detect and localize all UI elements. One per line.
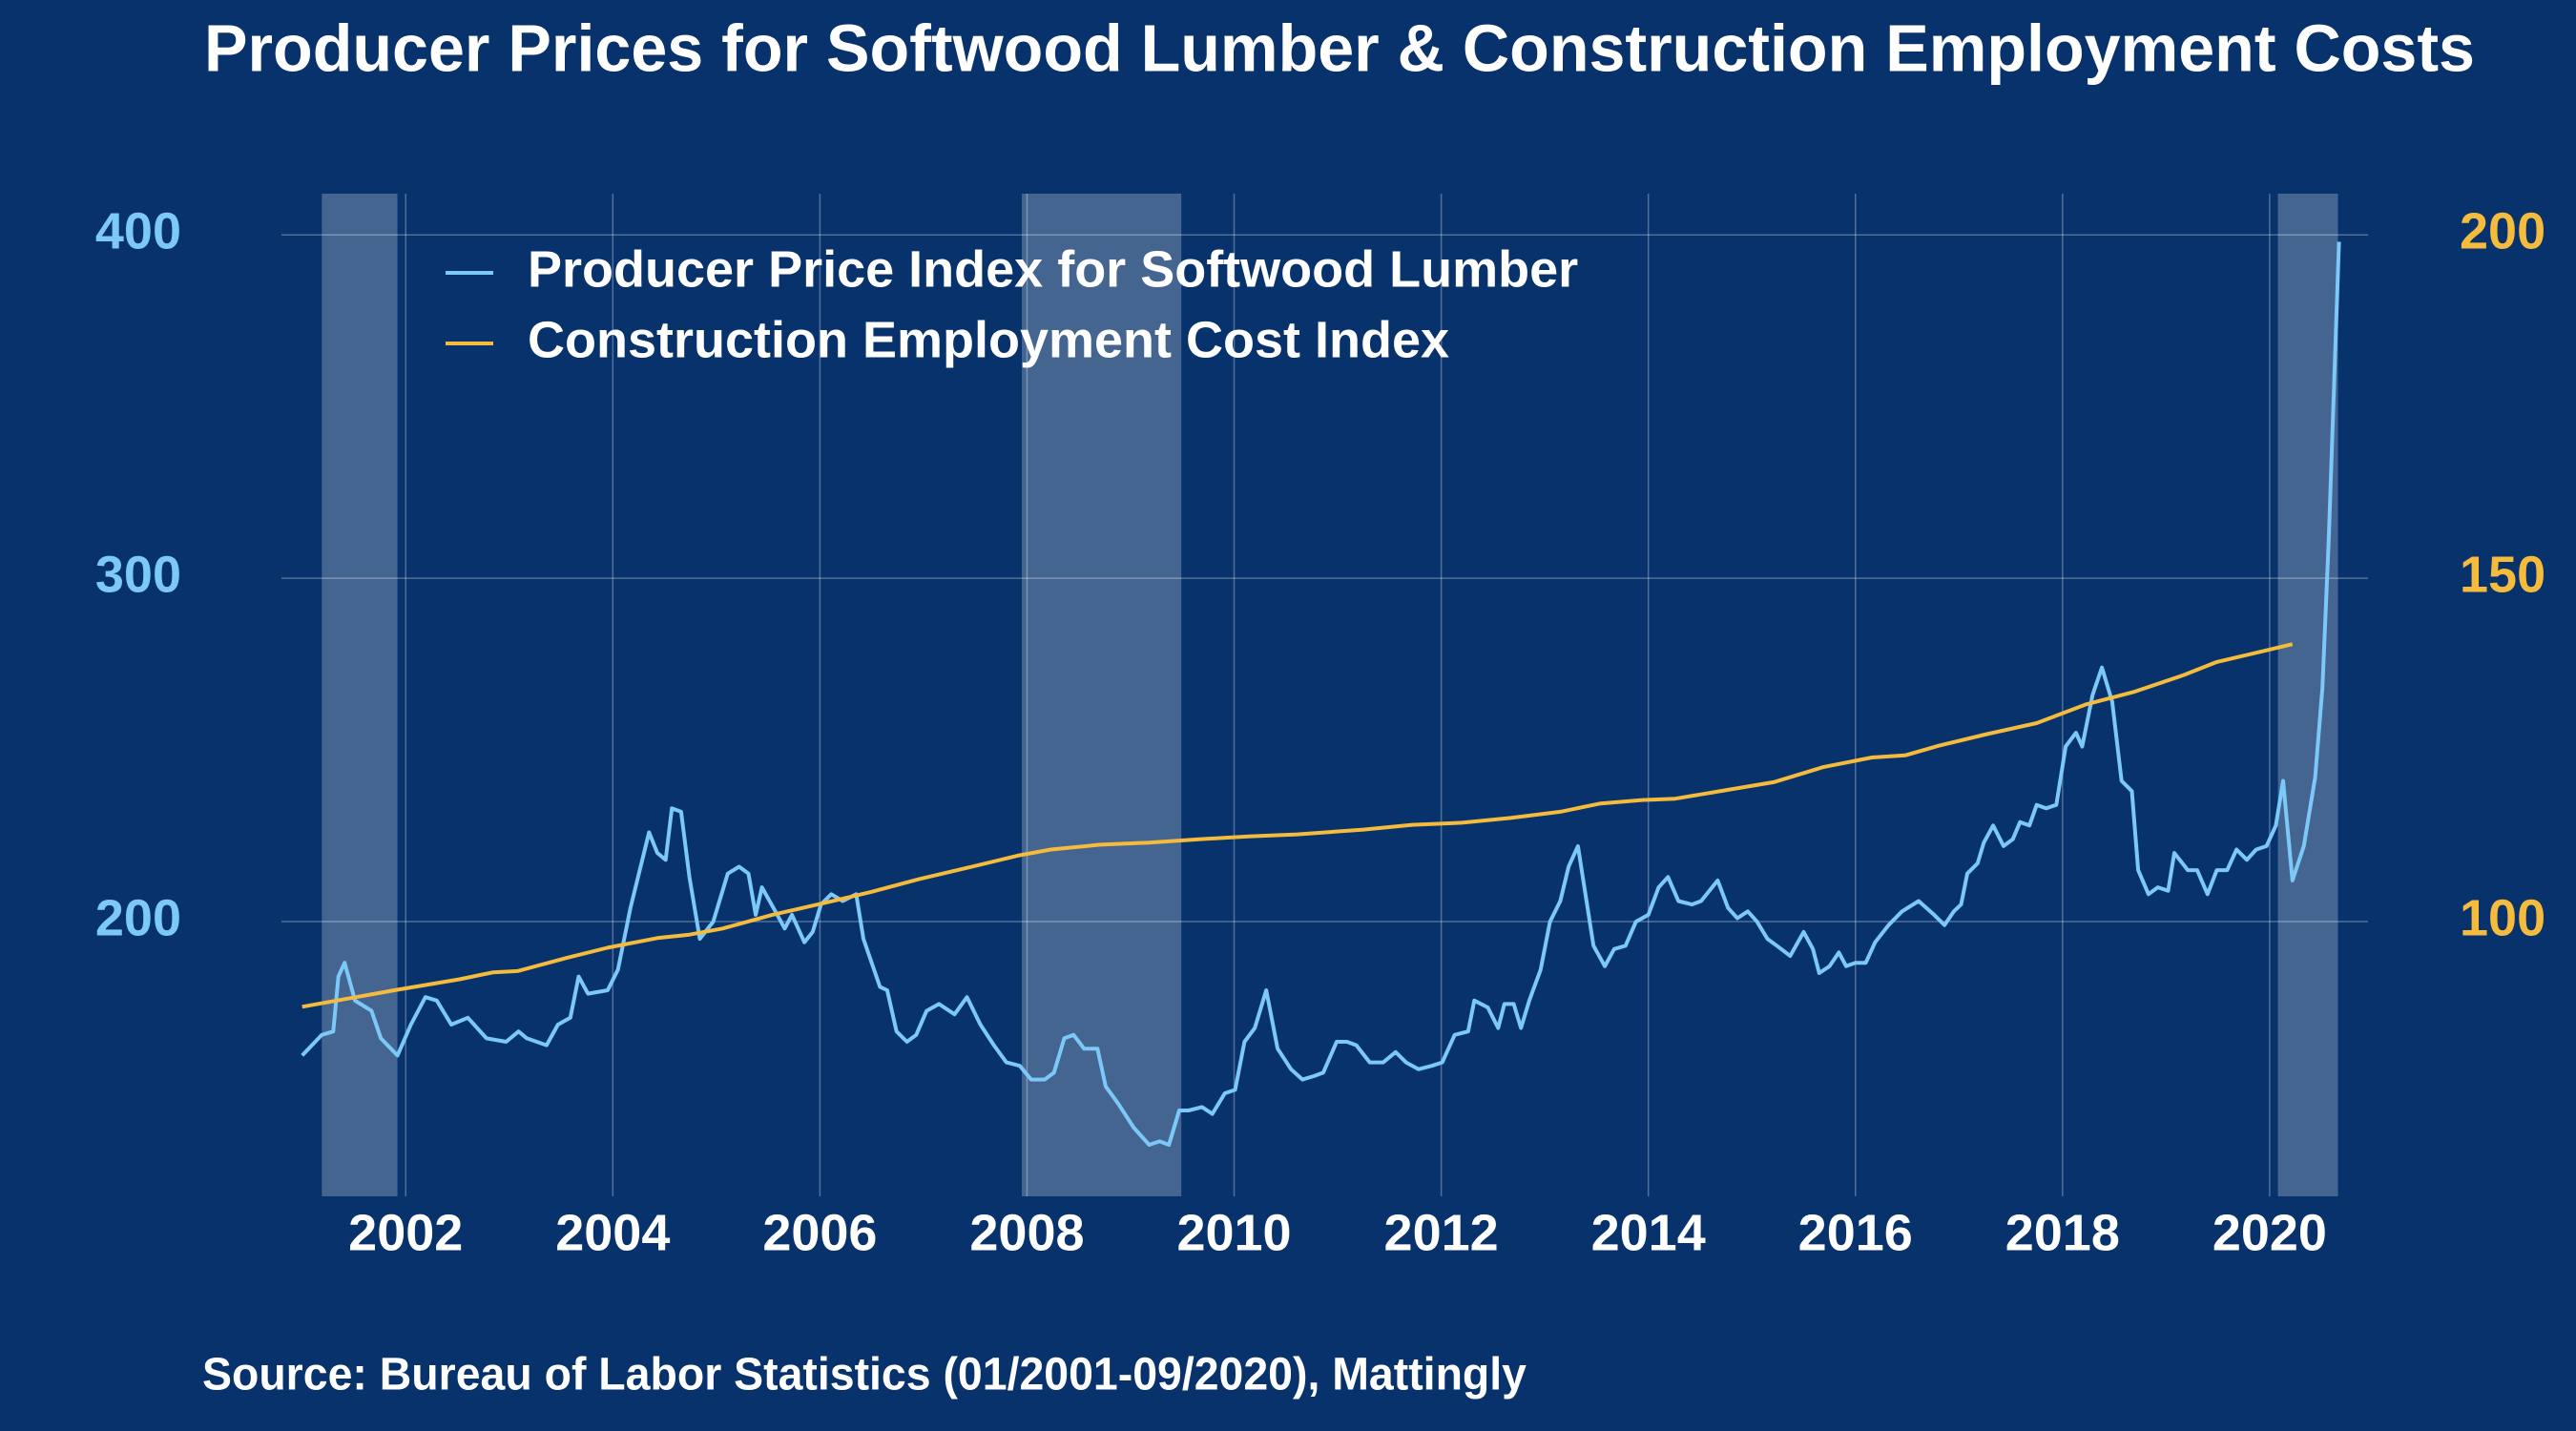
y2-tick-label: 100 bbox=[2460, 889, 2545, 946]
x-tick-label: 2020 bbox=[2212, 1204, 2327, 1261]
chart-title: Producer Prices for Softwood Lumber & Co… bbox=[204, 10, 2475, 85]
x-tick-label: 2002 bbox=[348, 1204, 463, 1261]
y-tick-label: 400 bbox=[95, 202, 181, 259]
x-tick-label: 2004 bbox=[555, 1204, 670, 1261]
series-line bbox=[301, 241, 2341, 1147]
x-tick-label: 2018 bbox=[2005, 1204, 2120, 1261]
x-tick-label: 2012 bbox=[1384, 1204, 1499, 1261]
x-tick-label: 2010 bbox=[1176, 1204, 1291, 1261]
legend-label: Producer Price Index for Softwood Lumber bbox=[528, 240, 1578, 298]
y-tick-label: 300 bbox=[95, 546, 181, 603]
y2-tick-label: 150 bbox=[2460, 546, 2545, 603]
source-note: Source: Bureau of Labor Statistics (01/2… bbox=[202, 1350, 1527, 1400]
recession-band bbox=[1022, 194, 1182, 1196]
x-tick-label: 2006 bbox=[762, 1204, 877, 1261]
recession-band bbox=[2277, 194, 2338, 1196]
x-tick-label: 2014 bbox=[1591, 1204, 1706, 1261]
x-tick-label: 2008 bbox=[969, 1204, 1084, 1261]
y2-tick-label: 200 bbox=[2460, 202, 2545, 259]
y-tick-label: 200 bbox=[95, 889, 181, 946]
series-line bbox=[301, 642, 2294, 1009]
legend-label: Construction Employment Cost Index bbox=[528, 311, 1449, 368]
x-tick-label: 2016 bbox=[1798, 1204, 1913, 1261]
